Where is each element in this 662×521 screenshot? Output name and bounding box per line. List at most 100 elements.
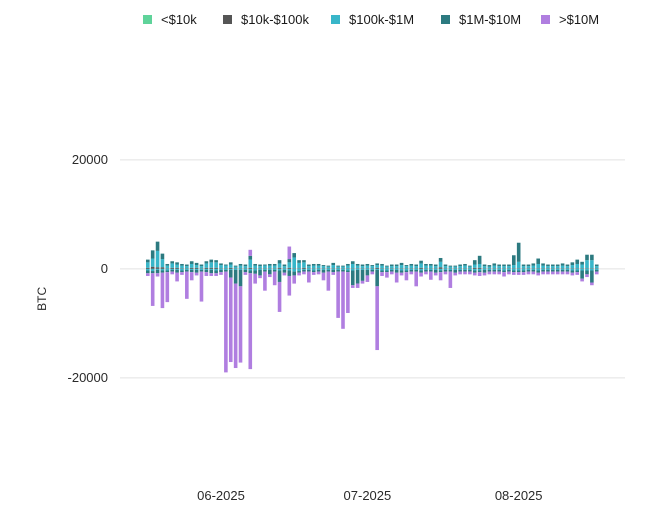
bar-segment-10k_100k <box>380 268 384 269</box>
bar-segment-10k_100k <box>253 268 257 269</box>
bar-segment-10k_100k <box>238 268 243 269</box>
bar-segment-100k_1m <box>424 268 428 270</box>
bar-segment-100k_1m <box>209 268 214 270</box>
bar-segment-1m_10m <box>580 270 584 279</box>
legend-swatch <box>143 15 152 24</box>
bar-segment-10k_100k <box>189 267 194 269</box>
bar-segment-100k_1m <box>263 265 267 269</box>
bar-segment-1m_10m <box>297 271 301 273</box>
bar-segment-10k_100k <box>370 268 375 269</box>
bar-segment-10k_100k <box>326 268 331 269</box>
bar-segment-gt10m <box>487 271 492 275</box>
bar-segment-1m_10m <box>243 269 248 273</box>
bar-segment-gt10m <box>526 271 531 275</box>
bar-segment-100k_1m <box>302 268 306 270</box>
bar-segment-10k_100k <box>360 268 365 269</box>
bar-segment-gt10m <box>146 273 150 276</box>
bar-segment-1m_10m <box>463 269 467 272</box>
bar-segment-1m_10m <box>355 269 360 284</box>
bar-segment-gt10m <box>468 271 472 275</box>
bar-segment-1m_10m <box>507 269 511 272</box>
bar-segment-10k_100k <box>385 268 389 269</box>
bar-segment-100k_1m <box>199 268 204 270</box>
bar-segment-1m_10m <box>311 270 316 273</box>
bar-segment-100k_1m <box>438 261 443 268</box>
bar-segment-gt10m <box>463 271 467 275</box>
bar-segment-10k_100k <box>531 268 536 269</box>
bar-segment-1m_10m <box>155 269 160 274</box>
bar-segment-gt10m <box>175 272 179 282</box>
bar-segment-gt10m <box>287 275 292 296</box>
bar-segment-100k_1m <box>321 268 326 270</box>
bar-segment-10k_100k <box>404 268 409 269</box>
bar-segment-10k_100k <box>448 268 453 269</box>
bar-segment-1m_10m <box>585 270 589 275</box>
bar-segment-100k_1m <box>282 268 287 270</box>
bar-segment-1m_10m <box>336 269 340 272</box>
bar-segment-10k_100k <box>468 268 472 269</box>
bar-segment-gt10m <box>565 271 570 275</box>
bar-segment-gt10m <box>248 249 253 256</box>
bar-segment-100k_1m <box>321 266 326 269</box>
bar-segment-100k_1m <box>448 266 453 269</box>
bar-segment-1m_10m <box>385 265 389 267</box>
bar-segment-10k_100k <box>424 268 428 269</box>
bar-segment-gt10m <box>180 272 184 275</box>
bar-segment-100k_1m <box>570 268 575 271</box>
bar-segment-gt10m <box>160 272 165 309</box>
bar-segment-10k_100k <box>180 268 184 269</box>
bar-segment-gt10m <box>365 275 370 282</box>
bar-segment-100k_1m <box>570 265 575 269</box>
bar-segment-100k_1m <box>487 266 492 269</box>
bar-segment-100k_1m <box>453 266 458 269</box>
bar-segment-100k_1m <box>468 268 472 270</box>
bar-segment-gt10m <box>429 271 433 280</box>
bar-segment-10k_100k <box>487 268 492 269</box>
bar-segment-100k_1m <box>316 268 321 270</box>
bar-segment-1m_10m <box>375 269 379 287</box>
bar-segment-1m_10m <box>150 250 155 259</box>
bar-segment-100k_1m <box>390 266 394 269</box>
bar-segment-1m_10m <box>311 263 316 266</box>
bar-segment-1m_10m <box>429 269 433 272</box>
bar-segment-100k_1m <box>258 266 262 269</box>
bar-segment-gt10m <box>194 272 199 276</box>
bar-segment-100k_1m <box>380 268 384 271</box>
bar-segment-100k_1m <box>307 266 311 269</box>
bar-segment-10k_100k <box>521 268 526 269</box>
bar-segment-gt10m <box>555 271 560 275</box>
bar-segment-1m_10m <box>248 255 253 260</box>
bar-segment-1m_10m <box>560 263 565 266</box>
bar-segment-100k_1m <box>521 266 526 269</box>
bar-segment-gt10m <box>541 271 545 275</box>
bar-segment-100k_1m <box>282 266 287 269</box>
bar-segment-gt10m <box>516 272 521 275</box>
bar-segment-1m_10m <box>360 264 365 267</box>
bar-segment-100k_1m <box>185 268 189 270</box>
bar-segment-100k_1m <box>180 268 184 271</box>
bar-segment-100k_1m <box>311 265 316 269</box>
bar-segment-gt10m <box>438 272 443 281</box>
bar-segment-100k_1m <box>360 266 365 269</box>
bar-segment-1m_10m <box>414 264 418 267</box>
bar-segment-gt10m <box>331 272 336 275</box>
bar-segment-10k_100k <box>433 268 438 269</box>
bar-segment-100k_1m <box>507 266 511 269</box>
bar-segment-10k_100k <box>224 268 228 269</box>
bar-segment-100k_1m <box>482 268 487 270</box>
bar-segment-100k_1m <box>272 265 277 269</box>
bar-segment-100k_1m <box>458 268 462 270</box>
bar-segment-100k_1m <box>341 266 345 269</box>
bar-segment-100k_1m <box>565 266 570 269</box>
bar-segment-gt10m <box>209 273 214 276</box>
bar-segment-1m_10m <box>194 269 199 273</box>
bar-segment-100k_1m <box>307 268 311 270</box>
bar-segment-100k_1m <box>394 268 399 270</box>
bar-segment-1m_10m <box>302 260 306 263</box>
bar-segment-1m_10m <box>146 270 150 274</box>
bar-segment-1m_10m <box>565 269 570 272</box>
bar-segment-10k_100k <box>160 267 165 269</box>
bar-segment-10k_100k <box>165 268 170 269</box>
bar-segment-1m_10m <box>399 262 404 266</box>
bar-segment-gt10m <box>150 273 155 306</box>
